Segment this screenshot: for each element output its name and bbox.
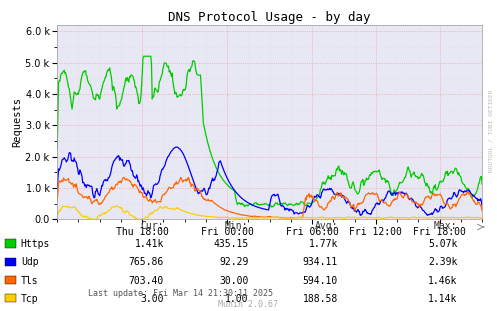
Text: Munin 2.0.67: Munin 2.0.67 [219, 300, 278, 309]
Https [306, 201, 312, 205]
Https [479, 183, 485, 186]
Https [164, 65, 170, 68]
Text: Max:: Max: [434, 220, 457, 230]
Tls [54, 199, 60, 203]
Text: Cur:: Cur: [141, 220, 164, 230]
Tcp [479, 216, 485, 220]
Text: 765.86: 765.86 [129, 258, 164, 267]
Https [129, 74, 135, 78]
Text: Last update: Fri Mar 14 21:30:11 2025: Last update: Fri Mar 14 21:30:11 2025 [88, 289, 273, 298]
Text: Avg:: Avg: [315, 220, 338, 230]
Tls [339, 195, 345, 199]
Https [247, 202, 253, 206]
Text: 703.40: 703.40 [129, 276, 164, 285]
Tls [129, 183, 135, 186]
Text: RRDTOOL / TOBI OETIKER: RRDTOOL / TOBI OETIKER [489, 89, 494, 172]
Tcp [339, 216, 345, 220]
Text: 1.46k: 1.46k [428, 276, 457, 285]
Udp [164, 158, 169, 162]
Line: Udp: Udp [57, 147, 482, 216]
Title: DNS Protocol Usage - by day: DNS Protocol Usage - by day [168, 11, 371, 24]
Tcp [248, 216, 254, 220]
Text: 594.10: 594.10 [303, 276, 338, 285]
Https [54, 147, 60, 151]
Tcp [306, 216, 312, 220]
Https [339, 169, 345, 173]
Tcp [376, 216, 382, 219]
Tcp [89, 217, 95, 221]
Text: Tls: Tls [21, 276, 38, 285]
Text: 2.39k: 2.39k [428, 258, 457, 267]
Text: 1.00: 1.00 [225, 294, 248, 304]
Text: 188.58: 188.58 [303, 294, 338, 304]
Y-axis label: Requests: Requests [12, 97, 22, 147]
Line: Https: Https [57, 56, 482, 207]
Https [376, 169, 382, 173]
Tcp [60, 204, 66, 208]
Tls [283, 216, 289, 220]
Tls [185, 175, 191, 179]
Udp [54, 191, 60, 194]
Tcp [165, 207, 171, 210]
Line: Tls: Tls [57, 177, 482, 218]
Tls [479, 209, 485, 213]
Https [141, 54, 147, 58]
Udp [173, 145, 179, 149]
Text: 3.00: 3.00 [141, 294, 164, 304]
Line: Tcp: Tcp [57, 206, 482, 219]
Text: 1.77k: 1.77k [309, 239, 338, 249]
Udp [358, 214, 364, 217]
Text: 1.14k: 1.14k [428, 294, 457, 304]
Tls [306, 192, 312, 196]
Udp [305, 204, 311, 208]
Text: Udp: Udp [21, 258, 38, 267]
Udp [247, 202, 253, 206]
Udp [338, 195, 344, 199]
Text: 92.29: 92.29 [219, 258, 248, 267]
Tcp [131, 215, 137, 219]
Text: 5.07k: 5.07k [428, 239, 457, 249]
Text: Min:: Min: [225, 220, 248, 230]
Udp [129, 169, 135, 173]
Text: Tcp: Tcp [21, 294, 38, 304]
Tls [164, 190, 169, 194]
Text: 934.11: 934.11 [303, 258, 338, 267]
Udp [479, 204, 485, 207]
Https [268, 205, 274, 209]
Text: Https: Https [21, 239, 50, 249]
Text: 435.15: 435.15 [213, 239, 248, 249]
Tls [376, 197, 382, 200]
Tcp [54, 214, 60, 218]
Udp [376, 202, 382, 206]
Text: 30.00: 30.00 [219, 276, 248, 285]
Text: 1.41k: 1.41k [135, 239, 164, 249]
Tls [247, 214, 253, 218]
